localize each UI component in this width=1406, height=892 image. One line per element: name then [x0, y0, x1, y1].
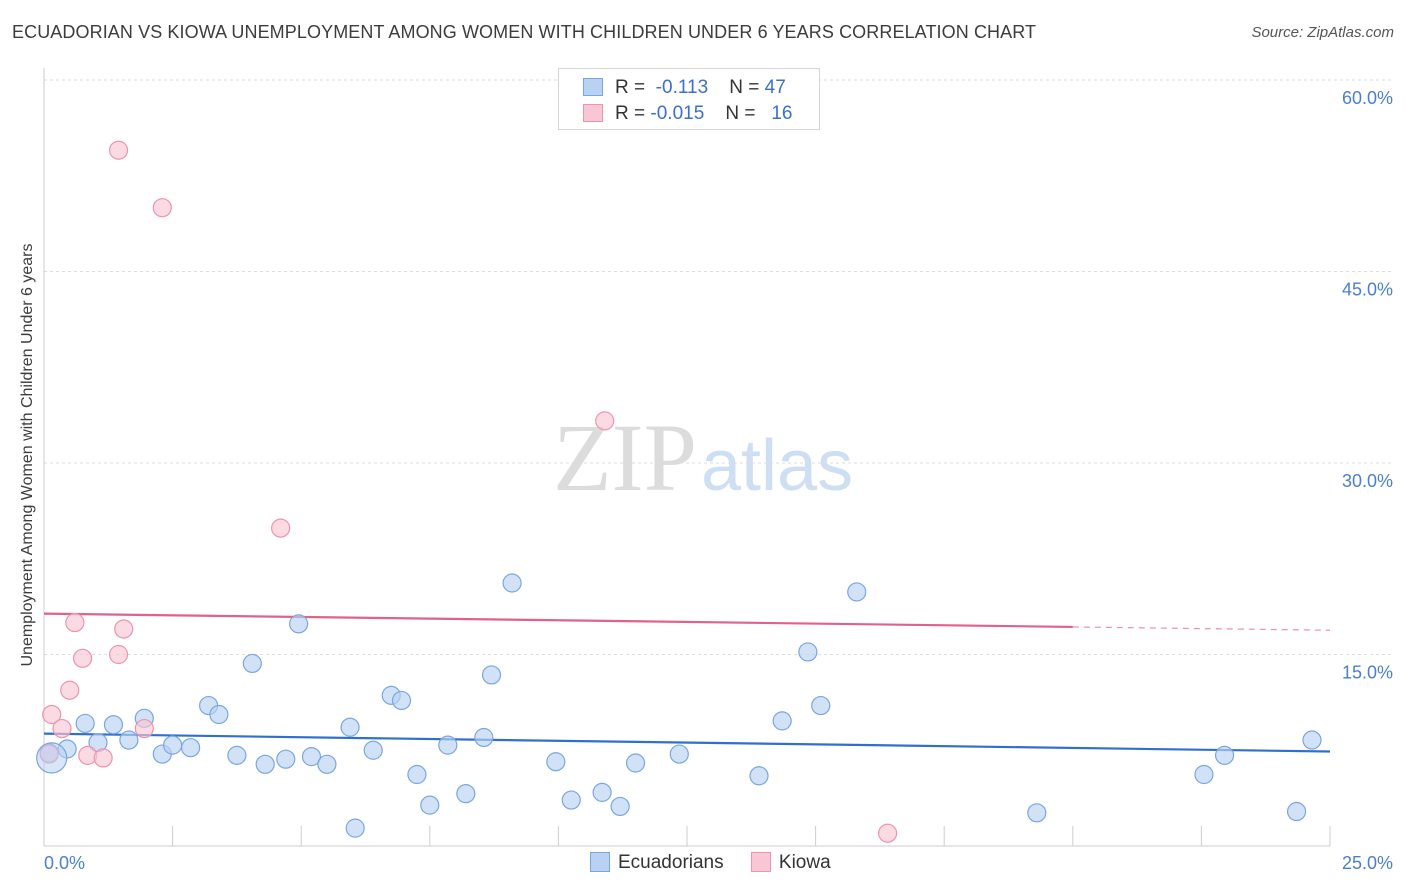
data-point-ecuadorians — [1214, 745, 1235, 765]
data-point-ecuadorians — [1027, 803, 1047, 823]
data-point-ecuadorians — [119, 730, 139, 750]
trend-line-kiowa — [43, 612, 1073, 629]
data-point-ecuadorians — [456, 784, 476, 804]
legend-label-kiowa: Kiowa — [778, 852, 831, 873]
data-point-kiowa — [60, 680, 80, 700]
data-point-ecuadorians — [317, 754, 337, 774]
data-point-ecuadorians — [340, 717, 360, 737]
watermark-atlas: atlas — [701, 426, 854, 506]
data-point-ecuadorians — [481, 665, 502, 685]
label-layer: 15.0% 30.0% 45.0% 60.0% 0.0% 25.0% — [44, 88, 1393, 873]
data-point-ecuadorians — [242, 653, 262, 674]
trend-line-ecuadorians — [43, 732, 1331, 753]
legend-row-kiowa: R = -0.015 N = 16 — [583, 103, 792, 127]
legend-r-label: R = — [615, 77, 646, 98]
data-point-ecuadorians — [1194, 764, 1214, 785]
correlation-legend: R = -0.113 N = 47 R = -0.015 N = 16 — [558, 68, 820, 130]
data-point-kiowa — [72, 648, 93, 668]
data-point-ecuadorians — [592, 782, 612, 802]
legend-r-label: R = — [615, 103, 646, 124]
data-point-ecuadorians — [227, 745, 247, 765]
data-point-kiowa — [134, 718, 154, 739]
data-point-ecuadorians — [420, 795, 440, 815]
trend-line-extension-kiowa — [1072, 626, 1331, 631]
watermark-zip: ZIP — [553, 404, 697, 511]
data-point-ecuadorians — [255, 754, 275, 774]
y-tick-label: 15.0% — [1342, 663, 1393, 683]
data-point-ecuadorians — [75, 713, 95, 734]
legend-r-value: -0.015 — [650, 103, 705, 124]
data-point-ecuadorians — [625, 753, 646, 773]
point-layer — [36, 140, 1322, 843]
data-point-ecuadorians — [345, 818, 365, 838]
data-point-kiowa — [878, 823, 898, 843]
data-point-kiowa — [42, 704, 62, 725]
data-point-ecuadorians — [209, 704, 229, 725]
data-point-ecuadorians — [407, 764, 427, 785]
data-point-kiowa — [152, 198, 172, 218]
data-point-kiowa — [93, 748, 113, 768]
source-label: Source: ZipAtlas.com — [1251, 24, 1394, 41]
series-legend: Ecuadorians Kiowa — [590, 852, 853, 874]
data-point-ecuadorians — [669, 744, 689, 764]
data-point-kiowa — [65, 612, 85, 633]
data-point-ecuadorians — [438, 735, 458, 755]
data-point-ecuadorians — [772, 711, 792, 731]
data-point-ecuadorians — [502, 573, 522, 593]
legend-r-value: -0.113 — [655, 77, 709, 98]
legend-n-value: 47 — [764, 77, 786, 98]
y-tick-label: 60.0% — [1342, 88, 1393, 108]
data-point-ecuadorians-large — [36, 742, 68, 774]
data-point-ecuadorians — [811, 695, 831, 716]
data-point-kiowa — [271, 518, 291, 538]
data-point-ecuadorians — [749, 766, 769, 786]
data-point-ecuadorians — [163, 735, 183, 755]
data-point-ecuadorians — [474, 727, 494, 748]
data-point-kiowa — [114, 619, 134, 639]
axis-layer — [43, 68, 1331, 847]
legend-item-kiowa[interactable]: Kiowa — [750, 852, 831, 874]
legend-n-label: N = — [725, 103, 756, 124]
data-point-ecuadorians — [847, 582, 867, 602]
data-point-ecuadorians — [561, 790, 581, 810]
legend-n-value: 16 — [771, 103, 793, 124]
data-point-kiowa — [595, 411, 615, 431]
data-point-ecuadorians — [289, 614, 309, 634]
data-point-kiowa — [108, 140, 129, 160]
legend-row-ecuadorians: R = -0.113 N = 47 — [583, 77, 786, 101]
data-point-ecuadorians — [610, 796, 630, 817]
data-point-ecuadorians — [1302, 730, 1322, 750]
x-tick-label-min: 0.0% — [44, 853, 85, 873]
legend-label-ecuadorians: Ecuadorians — [618, 852, 724, 873]
data-point-ecuadorians — [798, 642, 818, 662]
legend-n-label: N = — [729, 77, 760, 98]
legend-item-ecuadorians[interactable]: Ecuadorians — [590, 852, 724, 874]
data-point-ecuadorians — [391, 690, 412, 711]
trend-layer — [43, 612, 1331, 753]
data-point-kiowa — [108, 644, 129, 665]
x-tick-label-max: 25.0% — [1342, 853, 1393, 873]
data-point-ecuadorians — [363, 740, 383, 760]
data-point-ecuadorians — [301, 747, 322, 767]
legend-swatch-pink — [583, 104, 603, 122]
y-tick-label: 45.0% — [1342, 280, 1393, 300]
y-tick-label: 30.0% — [1342, 471, 1393, 491]
data-point-ecuadorians — [103, 715, 124, 735]
legend-swatch-ecuadorians — [590, 852, 610, 872]
legend-swatch-kiowa — [750, 852, 771, 872]
data-point-kiowa — [52, 718, 72, 739]
data-point-ecuadorians — [181, 738, 201, 758]
legend-swatch-blue — [583, 78, 603, 96]
grid-layer — [44, 79, 1394, 655]
watermark: ZIPatlas — [553, 402, 853, 513]
data-point-ecuadorians — [546, 752, 566, 772]
data-point-ecuadorians — [276, 749, 296, 769]
data-point-ecuadorians — [1286, 801, 1307, 822]
chart-title: ECUADORIAN VS KIOWA UNEMPLOYMENT AMONG W… — [12, 22, 1037, 42]
